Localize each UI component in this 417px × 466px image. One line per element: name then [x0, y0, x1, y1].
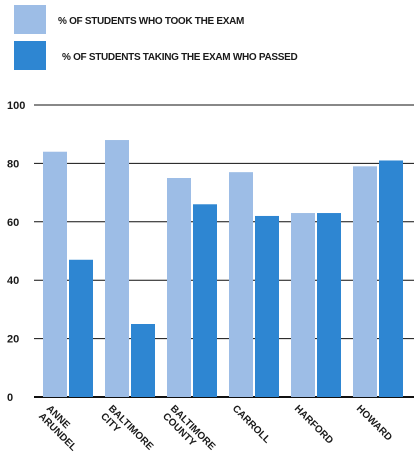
y-tick-label: 20 [7, 334, 19, 346]
y-tick-label: 80 [7, 158, 19, 170]
bar-passed [131, 324, 155, 397]
x-category-label: HOWARD [354, 403, 394, 443]
x-category-label-line: HOWARD [354, 403, 394, 443]
x-category-label: HARFORD [292, 403, 335, 446]
y-axis-ticks: 0 20 40 60 80 100 [7, 100, 25, 404]
bars [43, 140, 403, 398]
bar-took-exam [43, 151, 67, 397]
y-tick-label: 40 [7, 275, 19, 287]
bar-passed [317, 213, 341, 397]
y-tick-label: 100 [7, 100, 25, 112]
legend-label-passed: % OF STUDENTS TAKING THE EXAM WHO PASSED [62, 52, 297, 63]
gridlines [34, 104, 414, 398]
bar-passed [69, 259, 93, 397]
bar-passed [379, 160, 403, 397]
legend-label-took-exam: % OF STUDENTS WHO TOOK THE EXAM [58, 16, 244, 27]
bar-passed [255, 215, 279, 397]
legend-swatch-passed [14, 41, 46, 70]
x-category-label-line: HARFORD [292, 403, 335, 446]
bar-took-exam [291, 213, 315, 397]
x-category-label: ANNEARUNDEL [36, 403, 86, 453]
bar-took-exam [167, 178, 191, 397]
bar-took-exam [353, 166, 377, 397]
bar-passed [193, 204, 217, 397]
x-category-label: CARROLL [230, 403, 272, 445]
x-axis-labels: ANNEARUNDEL BALTIMORECITY BALTIMORECOUNTY C… [36, 403, 394, 460]
bar-took-exam [229, 172, 253, 397]
x-category-label-line: CARROLL [230, 403, 272, 445]
x-category-label: BALTIMORECITY [98, 403, 155, 460]
bar-took-exam [105, 140, 129, 398]
y-tick-label: 0 [7, 392, 13, 404]
legend-swatch-took-exam [14, 5, 46, 34]
legend: % OF STUDENTS WHO TOOK THE EXAM % OF STU… [14, 5, 298, 70]
x-category-label: BALTIMORECOUNTY [160, 403, 217, 460]
y-tick-label: 60 [7, 217, 19, 229]
